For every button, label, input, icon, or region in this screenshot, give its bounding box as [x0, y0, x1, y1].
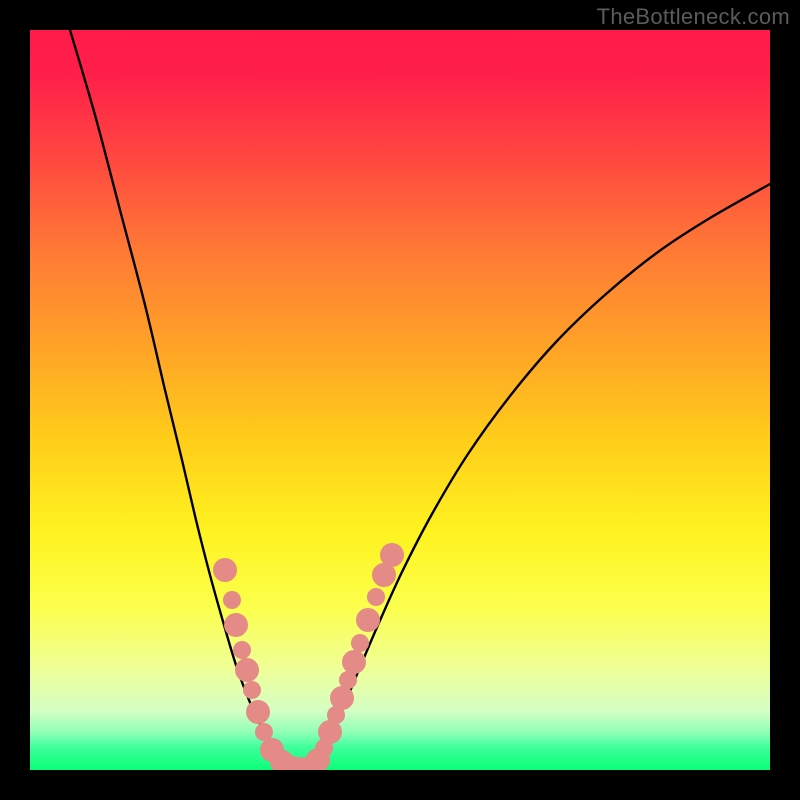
- marker-dot: [367, 588, 385, 606]
- marker-dot: [356, 608, 380, 632]
- watermark-text: TheBottleneck.com: [597, 4, 790, 30]
- curve-overlay: [30, 30, 770, 770]
- right-curve: [296, 184, 770, 768]
- marker-dot: [223, 591, 241, 609]
- marker-dot: [235, 658, 259, 682]
- plot-area: [30, 30, 770, 770]
- marker-dot: [380, 543, 404, 567]
- marker-dot: [246, 700, 270, 724]
- marker-dot: [224, 613, 248, 637]
- marker-dot: [351, 634, 369, 652]
- left-curve: [70, 30, 296, 768]
- chart-container: TheBottleneck.com: [0, 0, 800, 800]
- marker-dot: [243, 681, 261, 699]
- marker-dot: [342, 650, 366, 674]
- marker-dot: [330, 686, 354, 710]
- marker-dot: [233, 641, 251, 659]
- marker-dot: [213, 558, 237, 582]
